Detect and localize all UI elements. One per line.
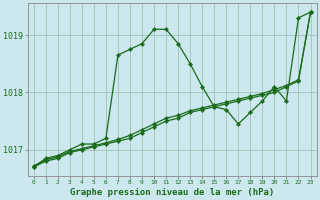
X-axis label: Graphe pression niveau de la mer (hPa): Graphe pression niveau de la mer (hPa) [70,188,274,197]
